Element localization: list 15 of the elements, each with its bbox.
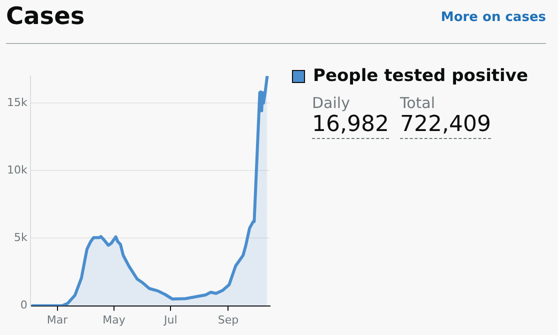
text: More on cases (440, 10, 546, 25)
x-tick-label: Mar (46, 313, 68, 326)
x-tick-label: Jul (162, 313, 178, 326)
y-tick-label: 15k (6, 96, 28, 109)
y-tick-label: 5k (14, 231, 28, 244)
x-tick-label: May (102, 313, 126, 326)
text: 722,409 (400, 112, 491, 139)
legend-label: People tested positive (313, 66, 528, 86)
text: Daily (312, 94, 351, 112)
x-tick-label: Sep (218, 313, 239, 326)
chart-title: Cases (6, 2, 85, 30)
text: 16,982 (312, 112, 389, 139)
y-tick-label: 0 (20, 298, 28, 312)
text: Total (400, 94, 436, 112)
y-tick-label: 10k (6, 163, 28, 176)
